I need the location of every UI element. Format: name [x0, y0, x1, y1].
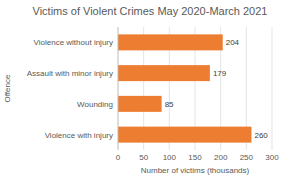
- bar: [118, 34, 223, 50]
- category-label: Violence with injury: [45, 131, 113, 140]
- bars: [118, 34, 251, 142]
- tick-label: 50: [139, 153, 148, 162]
- tick-label: 200: [214, 153, 228, 162]
- title: Victims of Violent Crimes May 2020-March…: [33, 5, 268, 17]
- y-axis-title: Offence: [3, 74, 12, 102]
- category-label: Violence without injury: [34, 38, 113, 47]
- tick-label: 300: [265, 153, 279, 162]
- tick-label: 150: [188, 153, 202, 162]
- grid-line: [118, 27, 119, 150]
- category-label: Assault with minor injury: [27, 69, 113, 78]
- tick-label: 250: [240, 153, 254, 162]
- tick-label: 0: [116, 153, 121, 162]
- x-axis-title: Number of victims (thousands): [141, 166, 250, 175]
- data-label: 85: [165, 100, 174, 109]
- data-label: 260: [254, 131, 268, 140]
- data-label: 179: [213, 69, 227, 78]
- grid-line: [272, 27, 273, 150]
- tick-label: 100: [163, 153, 177, 162]
- bar: [118, 127, 251, 143]
- background: [0, 0, 300, 180]
- page: {"chart_data": {"type": "bar", "orientat…: [0, 0, 300, 180]
- axis-line: [118, 27, 119, 150]
- bar: [118, 96, 162, 112]
- category-label: Wounding: [77, 100, 113, 109]
- bar: [118, 65, 210, 81]
- data-label: 204: [226, 38, 240, 47]
- chart: Victims of Violent Crimes May 2020-March…: [0, 0, 300, 180]
